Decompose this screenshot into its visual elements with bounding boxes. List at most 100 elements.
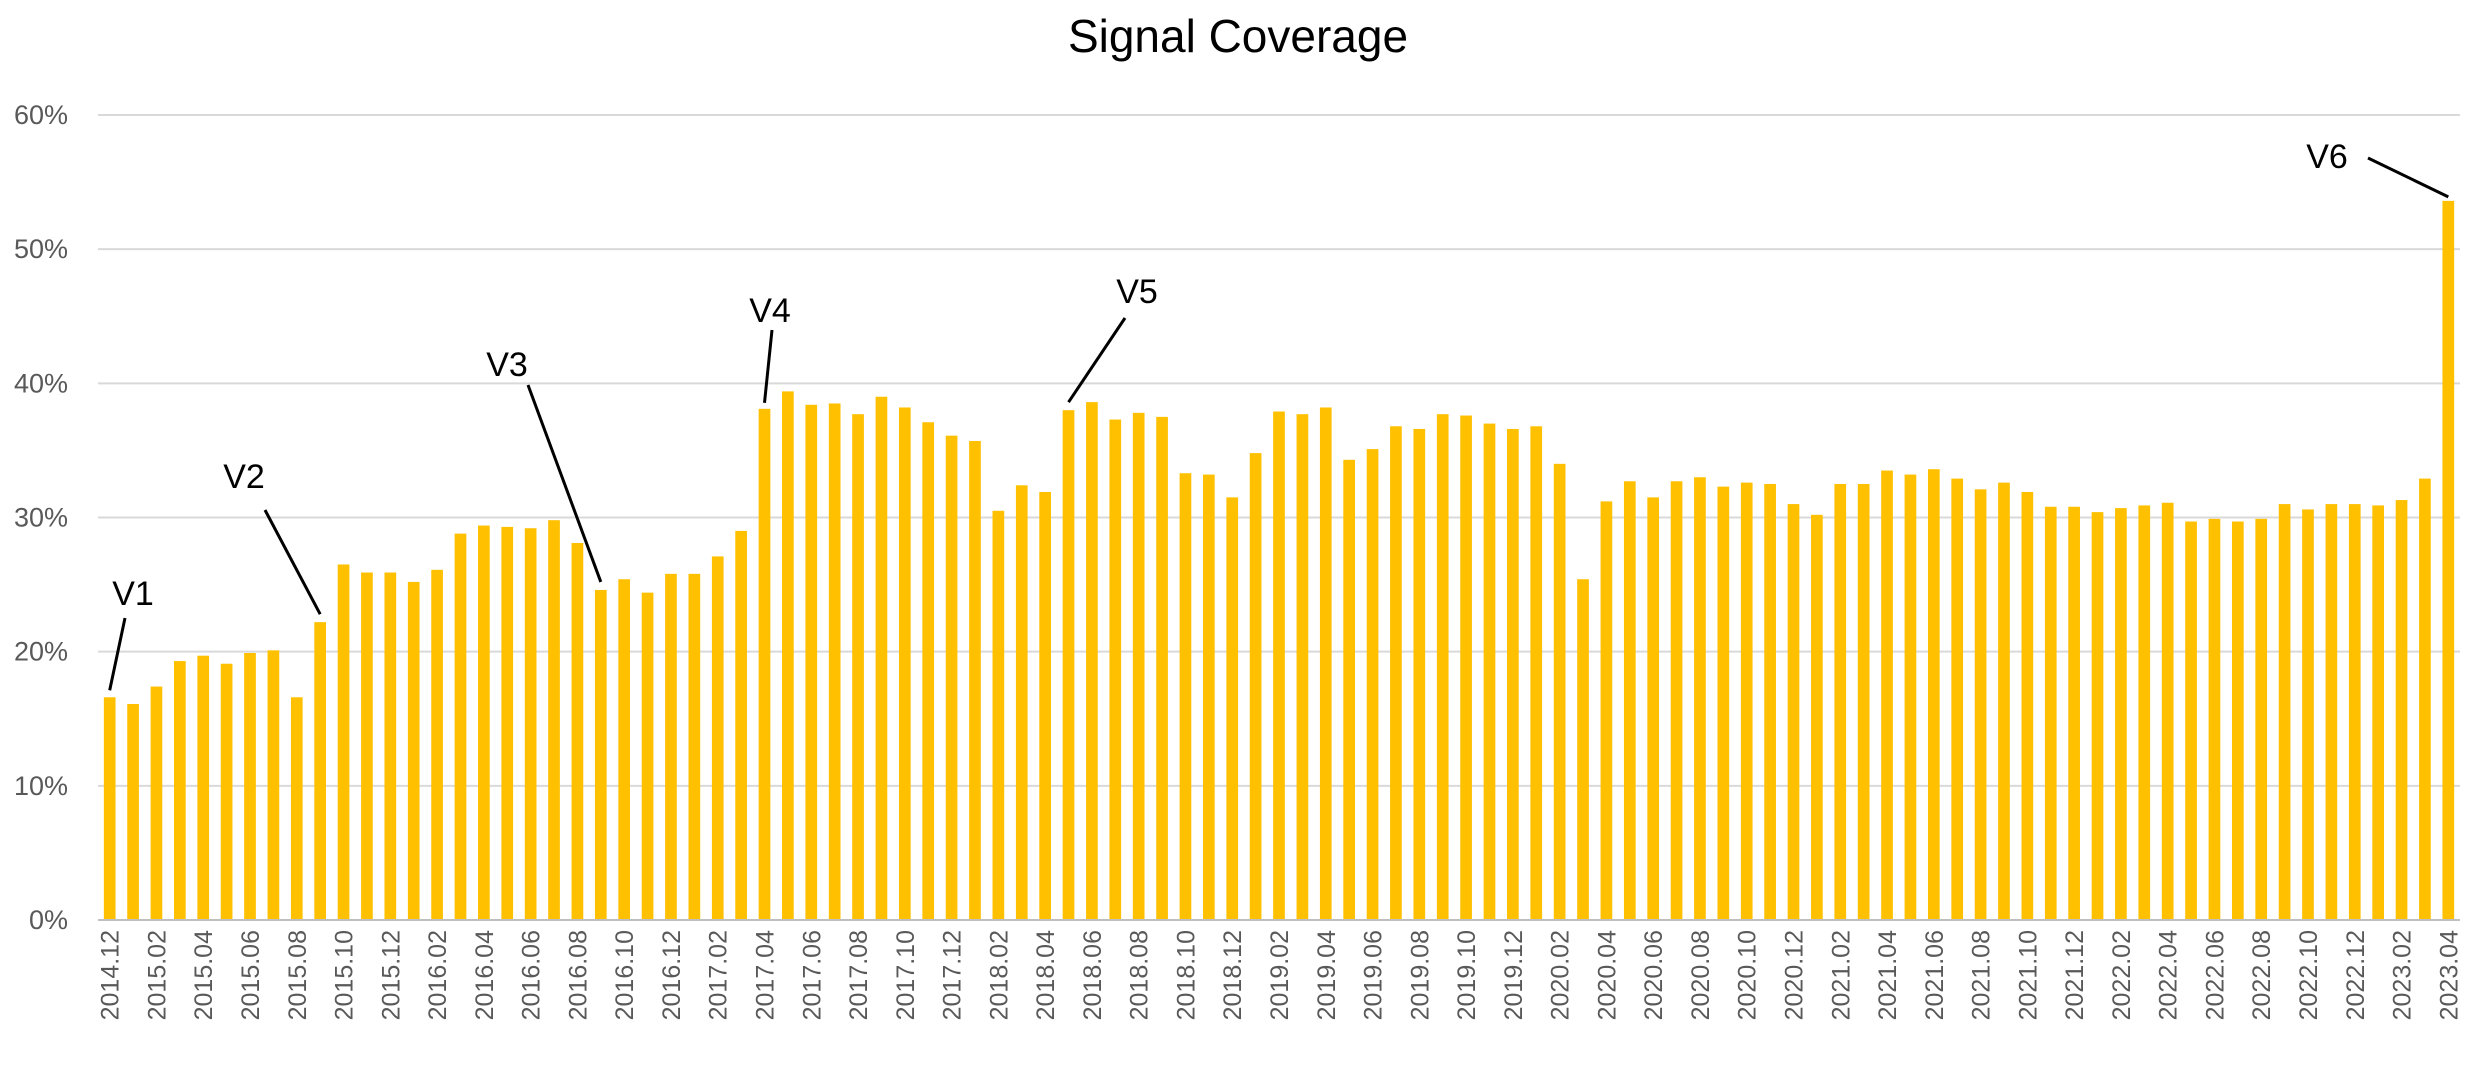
y-tick-label: 0% [29,905,68,935]
x-axis-tick-labels: 2014.12 2015.02 2015.04 2015.06 2015.08 2015.… [97,930,2464,1020]
y-tick-label: 10% [14,771,68,801]
x-tick-label: 2017.12 [939,930,967,1020]
bar [103,697,116,920]
bar [407,581,420,920]
bar [1343,459,1355,920]
bar [969,441,981,920]
bar [2278,504,2291,920]
annotation-label: V5 [1116,273,1158,311]
chart-title: Signal Coverage [1068,10,1408,62]
annotation-leader-line [263,509,322,615]
bar [618,579,631,920]
x-tick-label: 2015.04 [190,930,218,1020]
bar [2044,506,2057,920]
bar [2372,505,2384,920]
bar [1834,483,1847,920]
bar [127,703,139,920]
bar [174,661,186,920]
bars [103,200,2455,921]
bar [2115,508,2127,920]
bar [2395,500,2408,920]
annotations: V1 V2 V3 V4 V5 V6 [108,138,2449,691]
bar [2419,478,2431,920]
bar [2442,200,2455,920]
bar [454,533,467,920]
x-tick-label: 2016.08 [564,930,592,1020]
bar [478,525,490,920]
bar [945,435,958,920]
annotation-leader-line [2367,156,2449,199]
x-tick-label: 2019.08 [1406,930,1434,1020]
bar [1811,514,1823,920]
y-tick-label: 50% [14,234,68,264]
x-tick-label: 2021.02 [1827,930,1855,1020]
bar [1132,412,1145,920]
x-tick-label: 2018.04 [1032,930,1060,1020]
bar [2021,492,2034,920]
bar [1904,474,1917,920]
x-tick-label: 2023.04 [2435,930,2463,1020]
bar [2231,521,2244,920]
x-tick-label: 2018.02 [985,930,1013,1020]
bar [2325,504,2338,920]
bar [1273,411,1285,920]
x-tick-label: 2015.06 [237,930,265,1020]
bar [688,573,701,920]
x-tick-label: 2019.04 [1313,930,1341,1020]
x-tick-label: 2021.12 [2061,930,2089,1020]
x-tick-label: 2021.04 [1874,930,1902,1020]
bar [1857,483,1870,920]
x-tick-label: 2017.02 [705,930,733,1020]
x-tick-label: 2018.06 [1079,930,1107,1020]
x-tick-label: 2019.12 [1500,930,1528,1020]
x-tick-label: 2020.06 [1640,930,1668,1020]
bar [1577,579,1589,920]
bar [641,592,654,920]
bar [1600,501,1613,920]
bar [1039,492,1051,920]
bar [2138,505,2151,920]
bar [2255,518,2268,920]
x-tick-label: 2020.12 [1781,930,1809,1020]
bar [758,408,771,920]
x-tick-label: 2017.08 [845,930,873,1020]
x-tick-label: 2020.04 [1593,930,1621,1020]
x-tick-label: 2015.10 [331,930,359,1020]
x-tick-label: 2018.12 [1219,930,1247,1020]
x-tick-label: 2021.10 [2014,930,2042,1020]
x-tick-label: 2017.04 [752,930,780,1020]
x-tick-label: 2018.10 [1172,930,1200,1020]
x-tick-label: 2020.08 [1687,930,1715,1020]
bar [431,569,443,920]
bar [244,653,256,920]
y-tick-label: 30% [14,503,68,533]
bar [524,528,537,920]
bar [1623,481,1636,920]
x-tick-label: 2017.06 [798,930,826,1020]
bar [1413,428,1426,920]
bar [594,589,607,920]
bar [1974,489,1987,920]
bar [501,526,514,920]
bar [1694,477,1706,920]
bar [1740,482,1753,920]
x-tick-label: 2020.10 [1734,930,1762,1020]
bar [2161,502,2174,920]
bar [898,407,911,921]
bar [220,663,233,920]
bar [1717,486,1730,920]
bar [1530,426,1543,920]
bar [711,556,724,920]
annotation-leader-line [763,329,774,403]
x-tick-label: 2022.04 [2155,930,2183,1020]
x-tick-label: 2015.12 [377,930,405,1020]
annotation-leader-line [108,617,127,691]
x-tick-label: 2016.12 [658,930,686,1020]
y-tick-label: 40% [14,368,68,398]
bar [1787,504,1800,920]
bar [1179,473,1192,920]
bar [875,396,888,920]
bar [290,697,303,920]
x-tick-label: 2018.08 [1126,930,1154,1020]
